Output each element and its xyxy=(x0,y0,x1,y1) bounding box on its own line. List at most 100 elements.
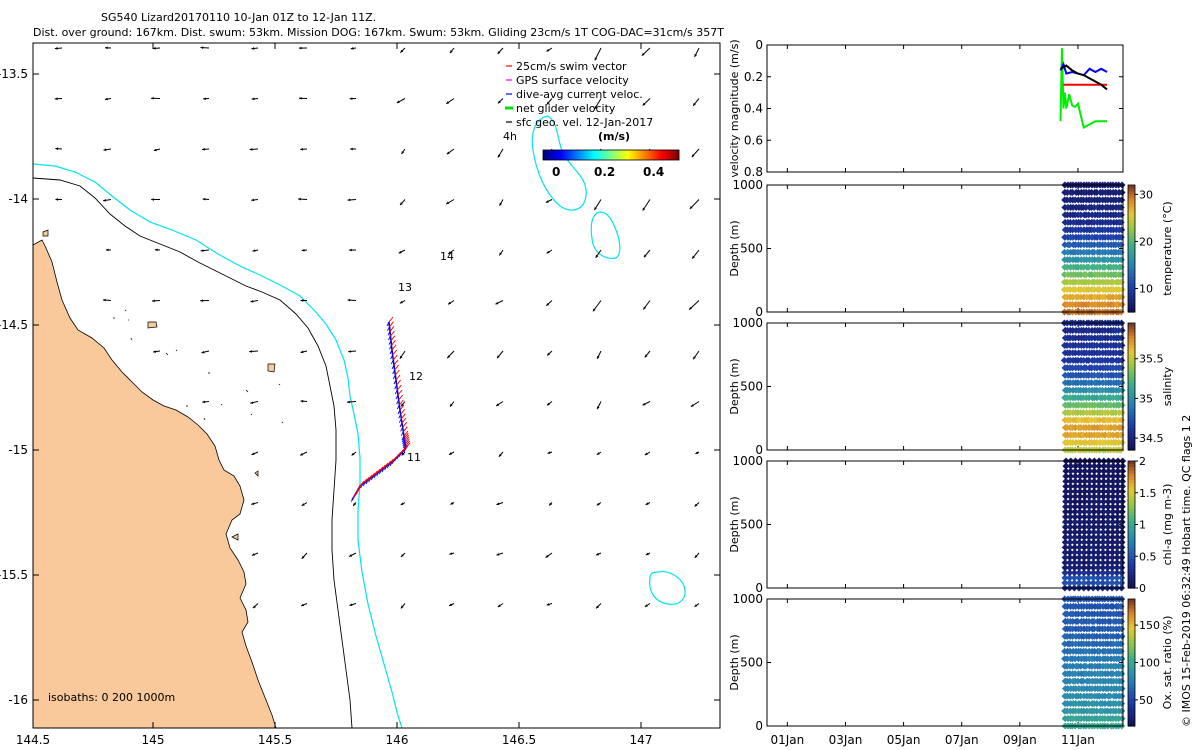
panel-ytick-label: 1000 xyxy=(732,316,763,330)
panel-colorbar-cell xyxy=(1128,687,1135,692)
swim-vector-tick xyxy=(386,460,392,467)
map-colorbar-cell xyxy=(653,150,656,160)
panel-colorbar-cell xyxy=(1128,351,1135,356)
swim-vector-tick xyxy=(388,458,394,465)
sfc-velocity-arrow xyxy=(400,401,406,407)
map-colorbar-cell xyxy=(557,150,560,160)
sfc-velocity-arrow xyxy=(249,148,259,151)
swim-vector-tick xyxy=(352,492,358,498)
panel-ytick-label: 1000 xyxy=(732,178,763,192)
map-colorbar-cell xyxy=(571,150,574,160)
sfc-velocity-arrow xyxy=(154,248,161,252)
legend-net-glider-velocity: net glider velocity xyxy=(516,102,616,115)
panel-colorbar-cell xyxy=(1128,402,1135,407)
current-vector-tick xyxy=(402,441,406,447)
panel-colorbar-cell xyxy=(1128,521,1135,526)
panel-ylabel: Depth (m) xyxy=(728,220,741,276)
current-vector-tick xyxy=(389,461,393,467)
swim-vector-tick xyxy=(403,430,409,437)
current-vector-tick xyxy=(376,471,380,477)
panel-colorbar-cell xyxy=(1128,505,1135,510)
sfc-velocity-arrow xyxy=(445,98,455,105)
isobath-1000m xyxy=(33,163,403,728)
sfc-velocity-arrow xyxy=(592,300,602,312)
panel-colorbar-cell xyxy=(1128,223,1135,227)
map-colorbar-cell xyxy=(645,150,648,160)
panel-colorbar-cell xyxy=(1128,238,1135,243)
profile-sample-point xyxy=(1118,326,1126,335)
sfc-velocity-arrow xyxy=(349,248,357,252)
swim-vector-tick xyxy=(404,438,410,445)
map-colorbar-cell xyxy=(575,150,578,160)
panel-colorbar-label: salinity xyxy=(1161,366,1174,406)
sfc-velocity-arrow xyxy=(152,46,161,50)
sfc-velocity-arrow xyxy=(496,350,504,359)
current-vector-tick xyxy=(395,394,399,400)
panel-colorbar-cell xyxy=(1128,556,1135,561)
panel-colorbar-cell xyxy=(1128,486,1135,491)
map-colorbar-cell xyxy=(657,150,660,160)
panel-colorbar-tick-label: 30 xyxy=(1139,188,1153,201)
panel-colorbar-cell xyxy=(1128,627,1135,632)
panel-colorbar-cell xyxy=(1128,546,1135,551)
map-colorbar-cell xyxy=(547,150,550,160)
map-colorbar-tick-04: 0.4 xyxy=(643,165,664,179)
panel-colorbar-cell xyxy=(1128,430,1135,435)
map-colorbar-cell xyxy=(561,150,564,160)
sfc-velocity-arrow xyxy=(545,552,553,558)
panel-frame xyxy=(766,322,1124,451)
panel-colorbar-cell xyxy=(1128,637,1135,641)
panel-colorbar-cell xyxy=(1128,194,1135,199)
panel-depth-section-4: Depth (m) 0 500 1000 150 100 50 Ox. sat. ratio … xyxy=(728,592,1174,733)
swim-vector-tick xyxy=(399,404,405,411)
panel-colorbar-cell xyxy=(1128,232,1135,237)
panel-frame xyxy=(766,184,1124,313)
sfc-velocity-arrow xyxy=(498,451,504,458)
panel-colorbar-cell xyxy=(1128,348,1135,353)
map-colorbar-cell xyxy=(599,150,602,160)
panel-colorbar-tick-label: 10 xyxy=(1139,282,1153,295)
panel-colorbar-frame xyxy=(1127,322,1136,451)
sfc-velocity-arrow xyxy=(398,249,406,254)
sfc-velocity-arrow xyxy=(644,603,651,608)
map-x-tick-label: 145.5 xyxy=(258,733,292,747)
panel-colorbar-cell xyxy=(1128,415,1135,419)
map-colorbar-cell xyxy=(591,150,594,160)
current-vector-tick xyxy=(402,439,406,445)
map-y-tick-label: -14.5 xyxy=(0,318,28,332)
panel-colorbar-cell xyxy=(1128,599,1135,603)
map-colorbar-cell xyxy=(637,150,640,160)
current-vector-tick xyxy=(365,479,369,485)
map-colorbar-cell xyxy=(553,150,556,160)
panel-colorbar-cell xyxy=(1128,383,1135,388)
profile-sample-point xyxy=(1118,438,1126,447)
panel-colorbar-cell xyxy=(1128,633,1135,638)
sfc-velocity-arrow xyxy=(691,249,700,260)
panel-ytick-label: 1000 xyxy=(732,592,763,606)
panel-colorbar-cell xyxy=(1128,357,1135,362)
panel-colorbar-cell xyxy=(1128,338,1135,343)
sfc-velocity-arrow xyxy=(497,603,504,608)
map-colorbar-cell xyxy=(577,150,580,160)
map-colorbar-cell xyxy=(559,150,562,160)
current-vector-tick xyxy=(391,459,395,464)
legend-sfc-geo-velocity: sfc geo. vel. 12-Jan-2017 xyxy=(516,116,653,129)
panel-colorbar-cell xyxy=(1128,473,1135,478)
panel-colorbar-cell xyxy=(1128,376,1135,381)
panel-colorbar-cell xyxy=(1128,245,1135,250)
sfc-velocity-arrow xyxy=(594,98,602,110)
map-colorbar-cell xyxy=(675,150,678,160)
panel-colorbar-tick-label: 1 xyxy=(1139,519,1146,532)
annotation-11: 11 xyxy=(407,451,421,464)
sfc-velocity-arrow xyxy=(300,299,308,302)
panel-colorbar-cell xyxy=(1128,605,1135,610)
panel-colorbar-cell xyxy=(1128,543,1135,548)
sfc-velocity-arrow xyxy=(596,502,602,506)
current-vector-tick xyxy=(394,389,398,395)
map-colorbar-cell xyxy=(565,150,568,160)
panel-colorbar-cell xyxy=(1128,302,1135,307)
map-colorbar-cell xyxy=(583,150,586,160)
map-colorbar-cell xyxy=(641,150,644,160)
map-colorbar-tick-0: 0 xyxy=(552,165,560,179)
map-y-tick-label: -15 xyxy=(8,443,28,457)
